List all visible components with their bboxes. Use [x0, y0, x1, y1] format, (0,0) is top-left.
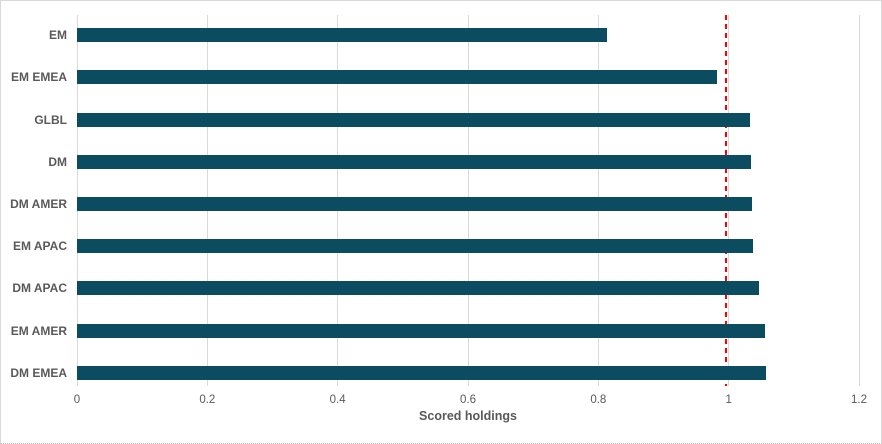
bar-glbl [77, 112, 751, 127]
x-tick-label-0.4: 0.4 [329, 394, 346, 406]
bar-dm-emea [77, 365, 767, 380]
x-tick-label-1: 1 [725, 394, 732, 406]
gridline-x-1.2 [858, 15, 860, 386]
x-tick-label-0: 0 [73, 394, 81, 406]
category-label-dm-apac: DM APAC [12, 281, 67, 296]
category-label-em: EM [49, 28, 67, 43]
category-label-dm-amer: DM AMER [10, 197, 67, 211]
x-tick-label-0.2: 0.2 [199, 394, 216, 406]
category-label-em-emea: EM EMEA [10, 70, 67, 85]
category-label-em-amer: EM AMER [10, 323, 67, 338]
category-label-glbl: GLBL [34, 112, 67, 127]
category-label-dm: DM [48, 154, 67, 169]
x-tick-label-0.6: 0.6 [460, 394, 476, 406]
x-tick-label-1.2: 1.2 [851, 394, 867, 406]
bar-em-amer [77, 323, 765, 338]
bar-em-emea [77, 70, 717, 85]
bar-em [77, 28, 607, 43]
x-axis-title: Scored holdings [419, 409, 517, 423]
category-label-em-apac: EM APAC [13, 239, 67, 254]
x-tick-label-0.8: 0.8 [590, 394, 607, 406]
bar-dm-apac [77, 281, 760, 296]
category-label-dm-emea: DM EMEA [10, 365, 67, 380]
bar-em-apac [77, 239, 754, 254]
bar-dm-amer [77, 197, 753, 211]
bar-dm [77, 154, 751, 169]
